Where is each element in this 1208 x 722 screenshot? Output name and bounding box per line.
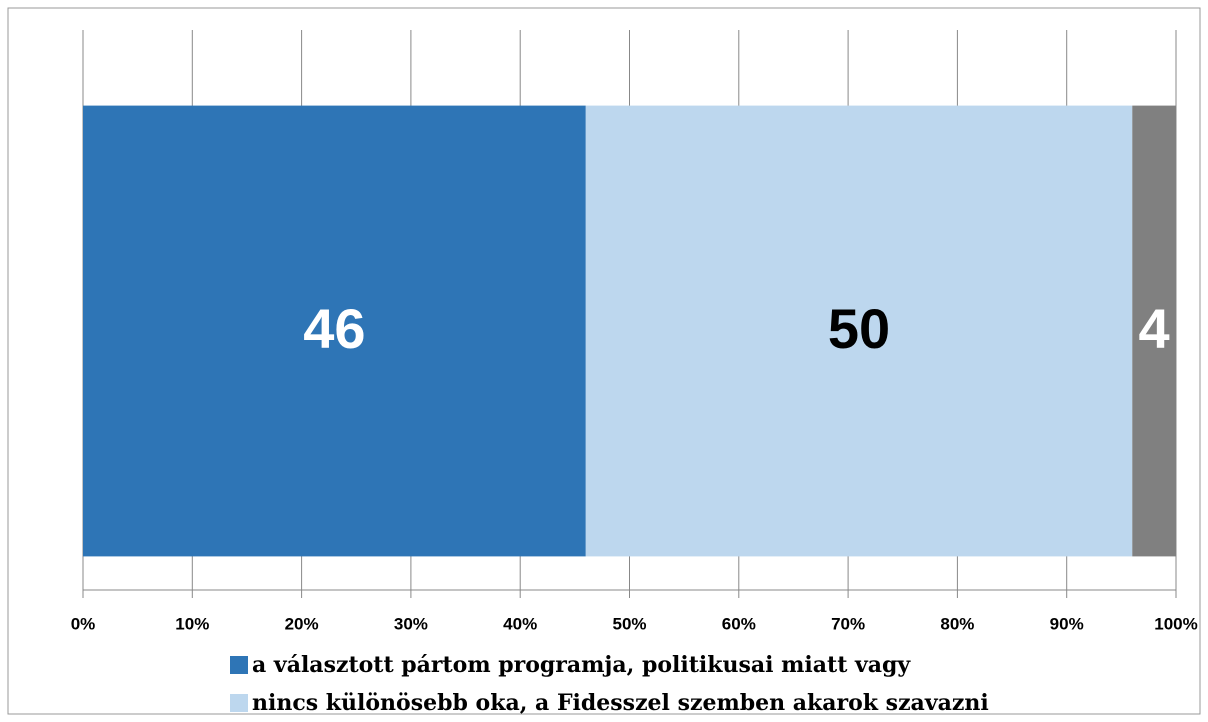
bar-segment <box>83 105 586 557</box>
x-tick-label: 90% <box>1050 614 1084 633</box>
x-tick-label: 0% <box>71 614 96 633</box>
legend-swatch <box>230 694 248 712</box>
x-tick-label: 20% <box>285 614 319 633</box>
x-tick-label: 30% <box>394 614 428 633</box>
bar-segment <box>585 105 1133 557</box>
x-tick-label: 60% <box>722 614 756 633</box>
data-label: 4 <box>1139 297 1170 360</box>
legend-label: a választott pártom programja, politikus… <box>252 652 911 678</box>
data-label: 50 <box>828 297 890 360</box>
legend-label: nincs különösebb oka, a Fidesszel szembe… <box>252 690 989 716</box>
x-tick-label: 70% <box>831 614 865 633</box>
x-tick-label: 80% <box>940 614 974 633</box>
x-tick-label: 100% <box>1154 614 1197 633</box>
x-tick-label: 10% <box>175 614 209 633</box>
x-tick-label: 40% <box>503 614 537 633</box>
bar-segment <box>1132 105 1176 557</box>
x-tick-label: 50% <box>612 614 646 633</box>
data-label: 46 <box>303 297 365 360</box>
legend-swatch <box>230 656 248 674</box>
